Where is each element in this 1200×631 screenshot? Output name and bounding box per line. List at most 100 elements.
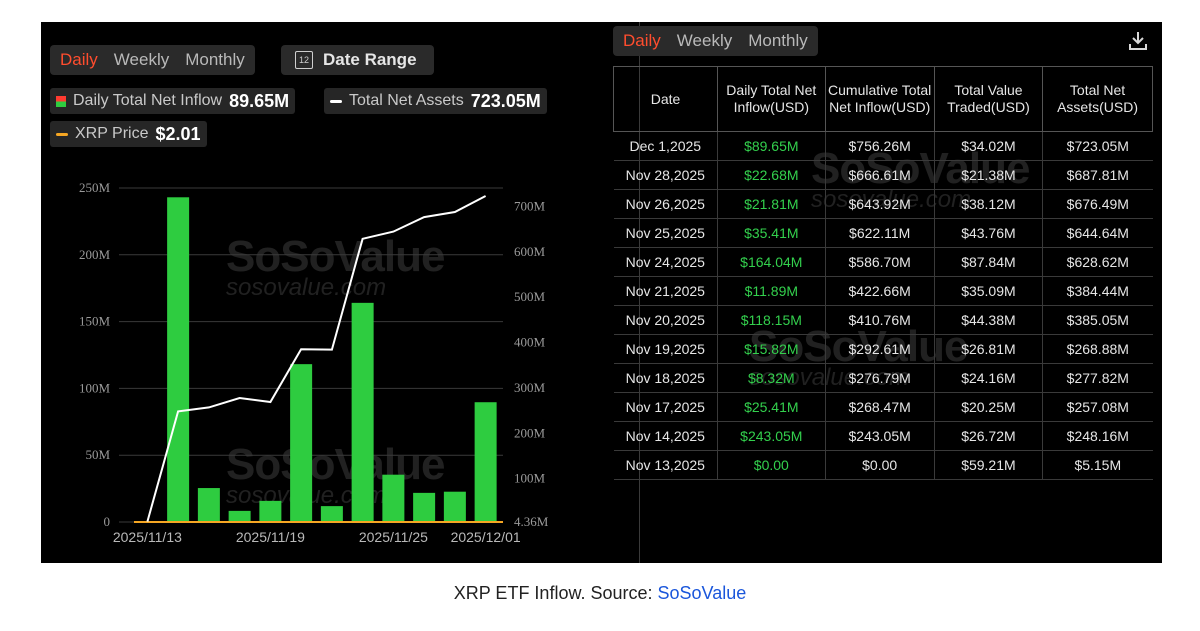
table-cell: $0.00 bbox=[824, 450, 935, 480]
table-row: Nov 26,2025 $21.81M $643.92M $38.12M $676.49… bbox=[613, 189, 1153, 219]
table-row: Nov 18,2025 $8.32M $276.79M $24.16M $277.82M bbox=[613, 363, 1153, 393]
inflow-bar bbox=[443, 491, 466, 522]
table-cell: $8.32M bbox=[717, 363, 826, 393]
column-header[interactable]: Total Net Assets(USD) bbox=[1042, 66, 1153, 132]
table-cell: $384.44M bbox=[1042, 276, 1153, 306]
table-cell: $422.66M bbox=[824, 276, 935, 306]
y-right-tick-label: 600M bbox=[514, 244, 546, 259]
y-right-tick-label: 300M bbox=[514, 380, 546, 395]
x-tick-label: 2025/11/13 bbox=[113, 529, 182, 545]
inflow-chart: 0 50M 100M 150M 200M 250M 4.36M 100M 200M 300M 400… bbox=[79, 180, 549, 545]
table-cell: $723.05M bbox=[1042, 131, 1153, 161]
y-left-tick-label: 200M bbox=[79, 247, 111, 262]
y-left-tick-label: 0 bbox=[104, 514, 111, 529]
table-cell: Nov 14,2025 bbox=[613, 421, 718, 451]
table-cell: Nov 28,2025 bbox=[613, 160, 718, 190]
table-cell: Nov 19,2025 bbox=[613, 334, 718, 364]
table-cell: $15.82M bbox=[717, 334, 826, 364]
table-cell: $22.68M bbox=[717, 160, 826, 190]
table-cell: $20.25M bbox=[933, 392, 1043, 422]
tab-monthly[interactable]: Monthly bbox=[748, 31, 808, 50]
legend-inflow-value: 89.65M bbox=[229, 90, 290, 111]
table-cell: $410.76M bbox=[824, 305, 935, 335]
line-swatch-icon bbox=[330, 99, 342, 103]
legend-price-value: $2.01 bbox=[155, 123, 201, 144]
x-tick-label: 2025/11/25 bbox=[359, 529, 428, 545]
table-cell: $268.47M bbox=[824, 392, 935, 422]
source-link[interactable]: SoSoValue bbox=[657, 583, 747, 603]
legend-inflow[interactable]: Daily Total Net Inflow 89.65M bbox=[50, 88, 296, 114]
legend-assets-value: 723.05M bbox=[470, 90, 541, 111]
table-cell: Nov 24,2025 bbox=[613, 247, 718, 277]
legend-price-name: XRP Price bbox=[75, 125, 149, 142]
caption-text: XRP ETF Inflow. Source: bbox=[453, 583, 658, 603]
table-cell: $385.05M bbox=[1042, 305, 1153, 335]
table-row: Nov 20,2025 $118.15M $410.76M $44.38M $385.0… bbox=[613, 305, 1153, 335]
table-row: Nov 25,2025 $35.41M $622.11M $43.76M $644.64… bbox=[613, 218, 1153, 248]
column-header[interactable]: Daily Total Net Inflow(USD) bbox=[717, 66, 826, 132]
tab-daily[interactable]: Daily bbox=[623, 31, 661, 50]
figure-caption: XRP ETF Inflow. Source: SoSoValue bbox=[0, 583, 1200, 604]
y-left-tick-label: 100M bbox=[79, 380, 111, 395]
table-cell: $21.81M bbox=[717, 189, 826, 219]
table-row: Nov 28,2025 $22.68M $666.61M $21.38M $687.81… bbox=[613, 160, 1153, 190]
table-cell: $164.04M bbox=[717, 247, 826, 277]
table-cell: $87.84M bbox=[933, 247, 1043, 277]
inflow-bar bbox=[413, 492, 436, 522]
y-right-tick-label: 400M bbox=[514, 335, 546, 350]
tab-daily[interactable]: Daily bbox=[60, 50, 98, 69]
table-cell: $26.81M bbox=[933, 334, 1043, 364]
inflow-table: Date Daily Total Net Inflow(USD) Cumulat… bbox=[612, 66, 1153, 480]
legend-assets[interactable]: Total Net Assets 723.05M bbox=[324, 88, 547, 114]
table-row: Nov 17,2025 $25.41M $268.47M $20.25M $257.08… bbox=[613, 392, 1153, 422]
table-cell: $687.81M bbox=[1042, 160, 1153, 190]
column-header[interactable]: Cumulative Total Net Inflow(USD) bbox=[824, 66, 935, 132]
column-header[interactable]: Date bbox=[612, 66, 719, 132]
table-cell: $11.89M bbox=[717, 276, 826, 306]
table-cell: $44.38M bbox=[933, 305, 1043, 335]
bar-swatch-icon bbox=[56, 95, 66, 107]
table-cell: Dec 1,2025 bbox=[613, 131, 718, 161]
table-cell: $35.41M bbox=[717, 218, 826, 248]
column-header[interactable]: Total Value Traded(USD) bbox=[933, 66, 1044, 132]
table-cell: Nov 21,2025 bbox=[613, 276, 718, 306]
table-row: Dec 1,2025 $89.65M $756.26M $34.02M $723.05M bbox=[613, 131, 1153, 161]
table-cell: Nov 25,2025 bbox=[613, 218, 718, 248]
download-icon[interactable] bbox=[1127, 30, 1149, 52]
y-left-tick-label: 50M bbox=[85, 447, 110, 462]
table-cell: $676.49M bbox=[1042, 189, 1153, 219]
table-cell: $276.79M bbox=[824, 363, 935, 393]
table-cell: $292.61M bbox=[824, 334, 935, 364]
inflow-bar bbox=[351, 302, 374, 522]
table-cell: $268.88M bbox=[1042, 334, 1153, 364]
tab-weekly[interactable]: Weekly bbox=[113, 50, 170, 69]
table-cell: $118.15M bbox=[717, 305, 826, 335]
table-row: Nov 24,2025 $164.04M $586.70M $87.84M $628.6… bbox=[613, 247, 1153, 277]
inflow-bar bbox=[320, 506, 343, 522]
tab-monthly[interactable]: Monthly bbox=[185, 50, 245, 69]
legend-price[interactable]: XRP Price $2.01 bbox=[50, 121, 207, 147]
table-cell: $5.15M bbox=[1042, 450, 1153, 480]
table-cell: $243.05M bbox=[824, 421, 935, 451]
table-cell: $0.00 bbox=[717, 450, 826, 480]
y-right-tick-label: 500M bbox=[514, 289, 546, 304]
table-cell: $59.21M bbox=[933, 450, 1043, 480]
tab-weekly[interactable]: Weekly bbox=[676, 31, 733, 50]
table-row: Nov 14,2025 $243.05M $243.05M $26.72M $248.1… bbox=[613, 421, 1153, 451]
x-tick-label: 2025/12/01 bbox=[451, 529, 521, 545]
table-header-row: Date Daily Total Net Inflow(USD) Cumulat… bbox=[612, 66, 1153, 132]
net-assets-line bbox=[146, 195, 487, 522]
date-range-button[interactable]: 12 Date Range bbox=[281, 45, 434, 75]
inflow-bar bbox=[167, 197, 190, 522]
table-cell: $26.72M bbox=[933, 421, 1043, 451]
table-cell: $38.12M bbox=[933, 189, 1043, 219]
y-right-tick-label: 200M bbox=[514, 425, 546, 440]
table-cell: $628.62M bbox=[1042, 247, 1153, 277]
inflow-bar bbox=[228, 510, 251, 522]
table-cell: $277.82M bbox=[1042, 363, 1153, 393]
table-cell: $21.38M bbox=[933, 160, 1043, 190]
x-tick-label: 2025/11/19 bbox=[236, 529, 305, 545]
table-row: Nov 13,2025 $0.00 $0.00 $59.21M $5.15M bbox=[613, 450, 1153, 480]
table-cell: $34.02M bbox=[933, 131, 1043, 161]
table-cell: $243.05M bbox=[717, 421, 826, 451]
